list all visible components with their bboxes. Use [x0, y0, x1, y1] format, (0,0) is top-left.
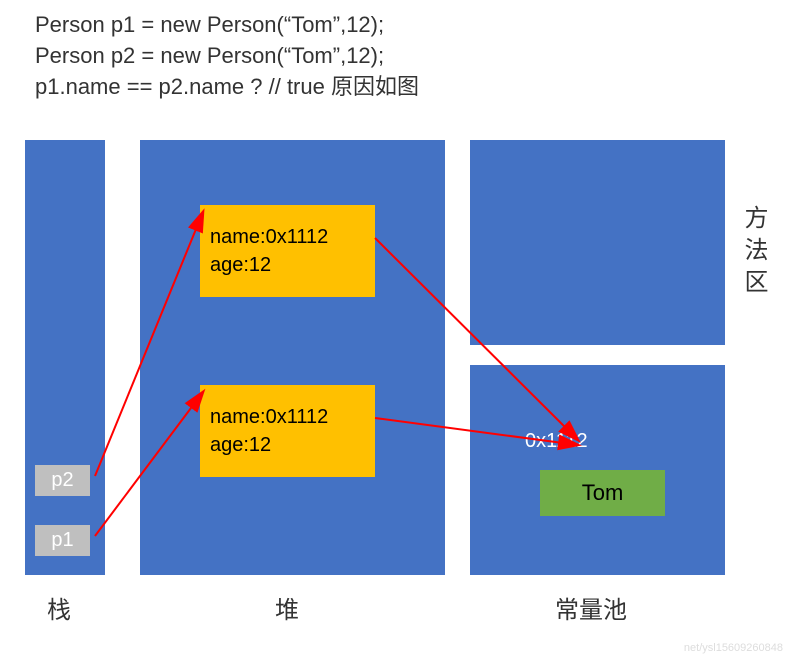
- obj2-age: age:12: [210, 431, 365, 459]
- code-line-1: Person p1 = new Person(“Tom”,12);: [35, 10, 419, 41]
- heap-object-1: name:0x1112 age:12: [200, 205, 375, 297]
- heap-object-2: name:0x1112 age:12: [200, 385, 375, 477]
- obj1-age: age:12: [210, 251, 365, 279]
- obj2-name: name:0x1112: [210, 403, 365, 431]
- code-block: Person p1 = new Person(“Tom”,12); Person…: [35, 10, 419, 102]
- heap-label: 堆: [275, 590, 299, 625]
- pool-label: 常量池: [555, 590, 627, 625]
- pool-address: 0x1112: [525, 430, 588, 453]
- code-line-3: p1.name == p2.name ? // true 原因如图: [35, 72, 419, 103]
- stack-var-p1: p1: [35, 525, 90, 556]
- stack-region: [25, 140, 105, 575]
- stack-var-p2: p2: [35, 465, 90, 496]
- stack-label: 栈: [47, 590, 71, 625]
- method-area-label: 方法区: [735, 205, 763, 301]
- obj1-name: name:0x1112: [210, 223, 365, 251]
- memory-diagram: 方法区 name:0x1112 age:12 name:0x1112 age:1…: [25, 140, 765, 610]
- pool-value-box: Tom: [540, 470, 665, 516]
- method-area-region: [470, 140, 725, 345]
- watermark: net/ysl15609260848: [684, 642, 783, 654]
- code-line-2: Person p2 = new Person(“Tom”,12);: [35, 41, 419, 72]
